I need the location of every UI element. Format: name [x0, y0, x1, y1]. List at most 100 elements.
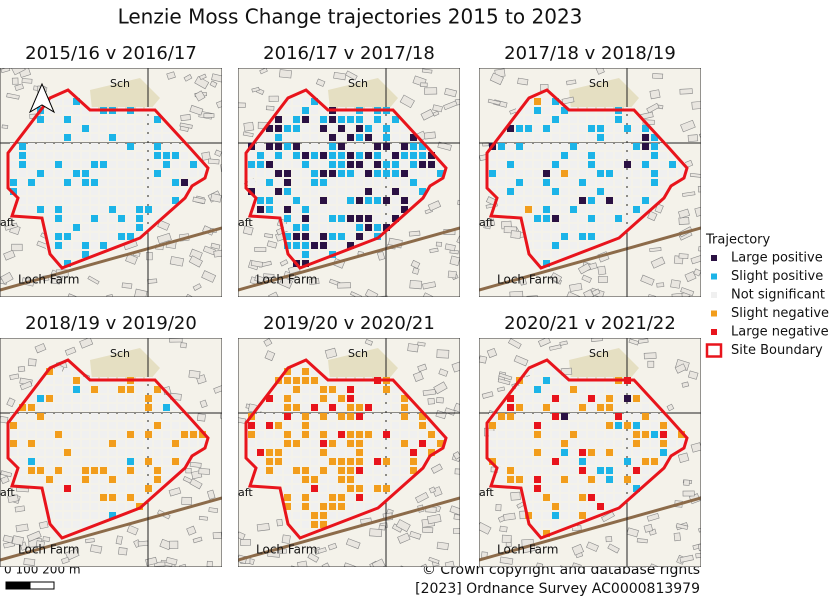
cell: [64, 404, 71, 411]
building: [683, 479, 690, 486]
cell: [136, 476, 143, 483]
cell: [365, 467, 372, 474]
cell: [302, 116, 309, 123]
cell: [660, 188, 667, 195]
building: [169, 338, 183, 343]
building: [263, 273, 275, 279]
building: [412, 267, 420, 275]
cell: [651, 152, 658, 159]
cell: [516, 458, 523, 465]
cell: [525, 215, 532, 222]
cell: [190, 422, 197, 429]
cell: [365, 431, 372, 438]
cell: [588, 197, 595, 204]
cell: [579, 242, 586, 249]
cell: [37, 386, 44, 393]
building: [680, 287, 695, 297]
cell: [347, 188, 354, 195]
building: [192, 283, 202, 291]
cell: [552, 134, 559, 141]
cell: [311, 116, 318, 123]
cell: [561, 512, 568, 519]
cell: [374, 458, 381, 465]
cell: [498, 161, 505, 168]
cell: [311, 251, 318, 258]
cell: [73, 179, 80, 186]
cell: [552, 467, 559, 474]
cell: [311, 395, 318, 402]
cell: [118, 179, 125, 186]
cell: [579, 386, 586, 393]
cell: [248, 449, 255, 456]
cell: [642, 395, 649, 402]
building: [213, 384, 222, 394]
cell: [347, 197, 354, 204]
cell: [320, 197, 327, 204]
cell: [365, 503, 372, 510]
cell: [37, 170, 44, 177]
cell: [660, 161, 667, 168]
cell: [28, 179, 35, 186]
building: [9, 373, 20, 381]
cell: [82, 125, 89, 132]
cell: [579, 206, 586, 213]
cell: [73, 521, 80, 528]
legend-swatch: [711, 310, 717, 317]
cell: [190, 152, 197, 159]
cell: [145, 125, 152, 132]
cell: [293, 143, 300, 150]
cell: [329, 467, 336, 474]
cell: [651, 413, 658, 420]
cell: [516, 116, 523, 123]
cell: [136, 170, 143, 177]
cell: [118, 467, 125, 474]
cell: [145, 170, 152, 177]
cell: [109, 395, 116, 402]
cell: [136, 422, 143, 429]
building: [210, 193, 222, 203]
cell: [338, 233, 345, 240]
cell: [534, 395, 541, 402]
cell: [127, 215, 134, 222]
building: [428, 556, 440, 565]
cell: [570, 134, 577, 141]
cell: [365, 413, 372, 420]
cell: [543, 422, 550, 429]
cell: [624, 224, 631, 231]
cell: [284, 458, 291, 465]
cell: [19, 458, 26, 465]
cell: [356, 413, 363, 420]
cell: [293, 215, 300, 222]
cell: [320, 449, 327, 456]
cell: [172, 179, 179, 186]
building: [60, 556, 70, 565]
cell: [118, 170, 125, 177]
cell: [266, 467, 273, 474]
cell: [498, 197, 505, 204]
cell: [534, 413, 541, 420]
cell: [73, 188, 80, 195]
cell: [606, 206, 613, 213]
cell: [172, 161, 179, 168]
cell: [163, 197, 170, 204]
cell: [55, 251, 62, 258]
cell: [100, 197, 107, 204]
cell: [19, 467, 26, 474]
cell: [437, 161, 444, 168]
building: [17, 365, 26, 373]
cell: [91, 197, 98, 204]
cell: [347, 134, 354, 141]
cell: [266, 431, 273, 438]
building: [429, 247, 439, 254]
cell: [302, 161, 309, 168]
cell: [356, 485, 363, 492]
cell: [136, 116, 143, 123]
building: [220, 413, 222, 419]
cell: [401, 206, 408, 213]
cell: [118, 125, 125, 132]
cell: [660, 413, 667, 420]
building: [678, 216, 690, 225]
cell: [570, 242, 577, 249]
cell: [127, 413, 134, 420]
cell: [293, 521, 300, 528]
